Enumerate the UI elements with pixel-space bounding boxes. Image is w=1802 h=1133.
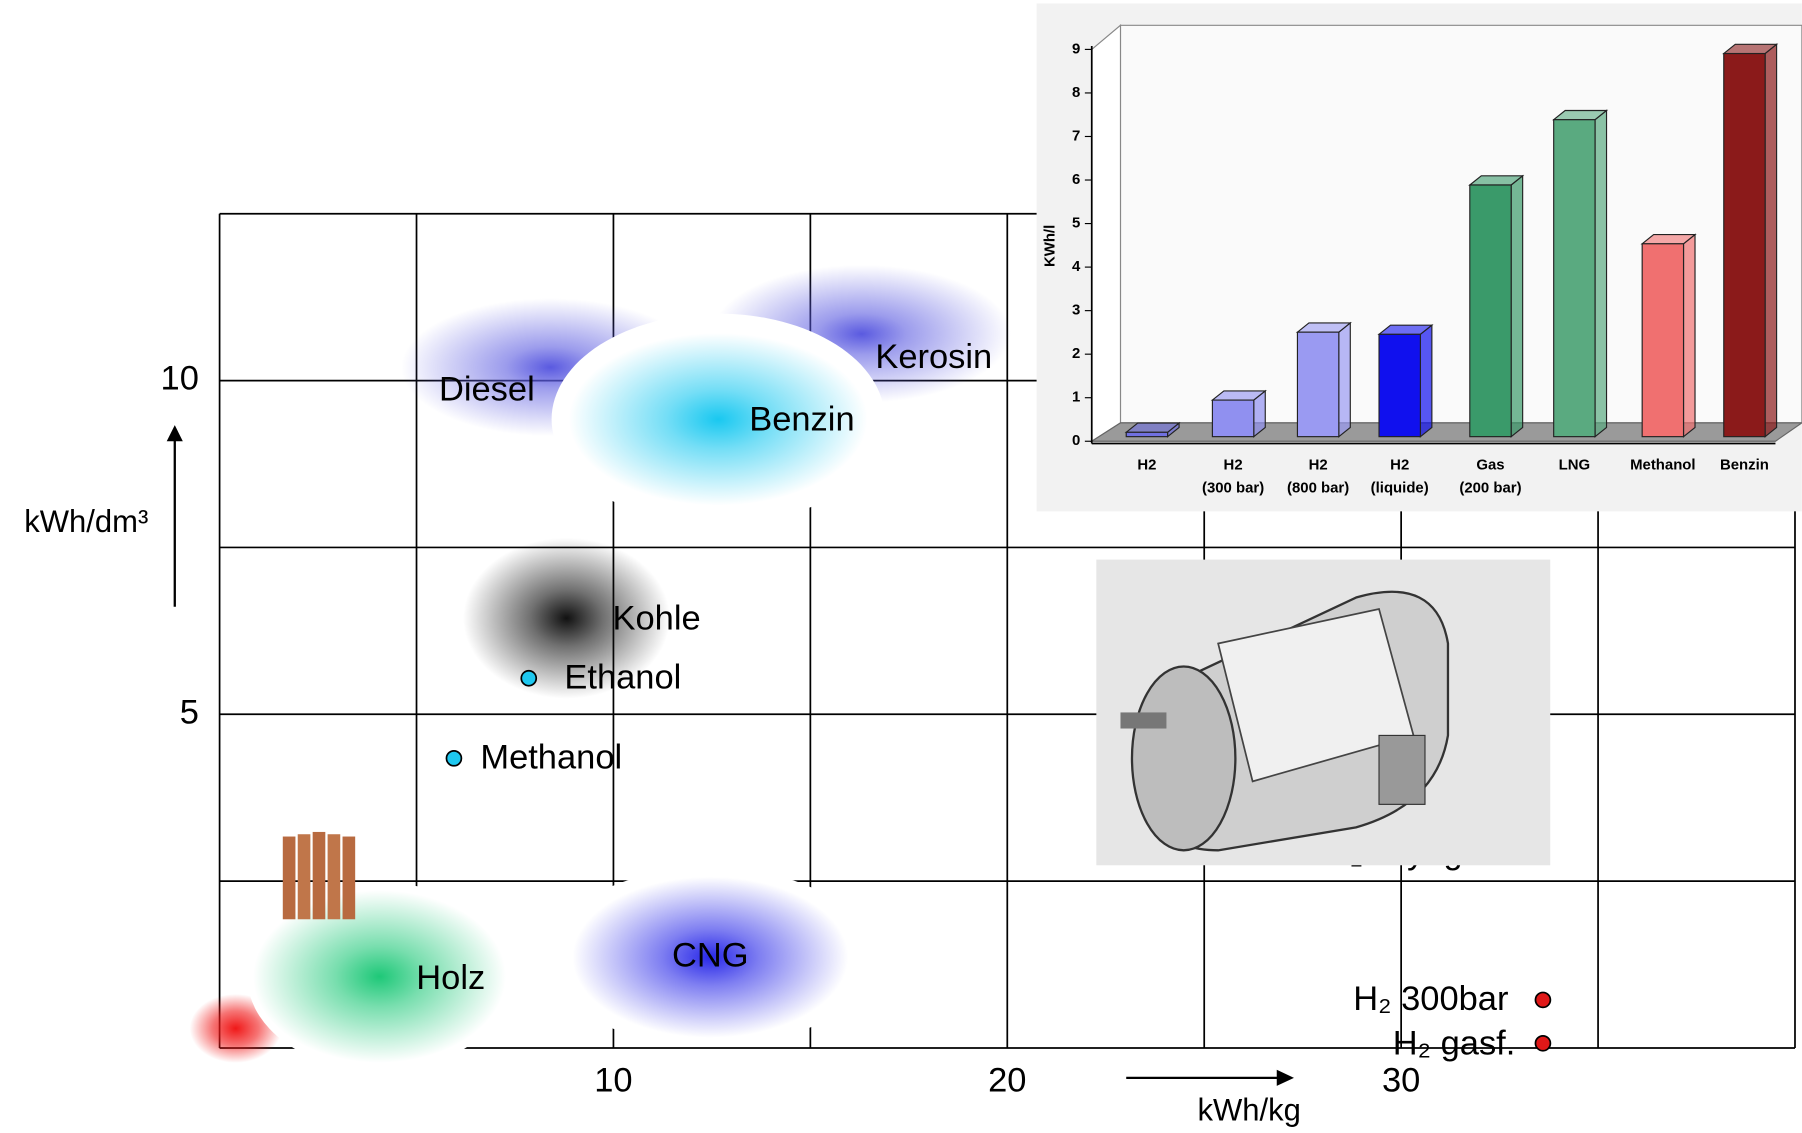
- cylinder: [342, 836, 356, 920]
- x-tick-label: H2: [1137, 456, 1156, 473]
- back-wall: [1119, 24, 1802, 424]
- bar: [1378, 333, 1421, 438]
- cylinder: [297, 834, 311, 920]
- y-tick-label: 8: [1072, 84, 1080, 101]
- blob: [463, 537, 670, 699]
- x-tick-label: 20: [988, 1062, 1026, 1100]
- tank-illustration: [1096, 559, 1551, 866]
- point-label: Holz: [416, 959, 485, 997]
- point: [520, 669, 538, 687]
- blob: [253, 890, 506, 1063]
- x-tick-label: H2: [1390, 456, 1409, 473]
- point-label: H₂ 300bar: [1353, 980, 1508, 1018]
- x-tick-label: (800 bar): [1287, 479, 1349, 496]
- point-label: Diesel: [439, 370, 535, 408]
- bar: [1641, 243, 1685, 438]
- y-tick-label: 5: [180, 693, 199, 731]
- cylinder: [327, 834, 341, 920]
- point-label: Kerosin: [875, 338, 992, 376]
- point-label: Kohle: [613, 600, 701, 638]
- y-tick-label: 3: [1072, 302, 1080, 319]
- point-label: Benzin: [749, 401, 854, 439]
- y-arrow-head: [166, 425, 183, 442]
- bar-side: [1419, 323, 1433, 438]
- bar: [1211, 399, 1255, 438]
- tank-end: [1130, 665, 1237, 852]
- y-tick-label: 0: [1072, 432, 1080, 449]
- blob: [572, 876, 849, 1038]
- cylinder: [312, 831, 326, 920]
- gas-cylinders: [282, 831, 356, 920]
- point: [1534, 1034, 1552, 1052]
- x-tick-label: LNG: [1559, 456, 1591, 473]
- y-tick-label: 6: [1072, 171, 1080, 188]
- point-label: Methanol: [480, 739, 622, 777]
- bar-side: [1338, 321, 1351, 438]
- y-tick-label: 4: [1072, 258, 1081, 275]
- x-tick-label: Methanol: [1630, 456, 1696, 473]
- x-axis-label: kWh/kg: [1197, 1093, 1300, 1128]
- blob: [568, 333, 868, 506]
- x-tick-label: H2: [1309, 456, 1328, 473]
- bar-side: [1764, 43, 1778, 438]
- point: [1534, 991, 1552, 1009]
- bar: [1553, 119, 1596, 438]
- point-label: CNG: [672, 936, 749, 974]
- bar: [1125, 431, 1169, 438]
- point: [445, 749, 463, 767]
- y-tick-label: 1: [1072, 389, 1080, 406]
- y-tick-label: 10: [161, 360, 199, 398]
- x-tick-label: (liquide): [1371, 479, 1429, 496]
- x-tick-label: (200 bar): [1459, 479, 1521, 496]
- y-axis-label: KWh/l: [1041, 225, 1058, 267]
- tank-nozzle: [1120, 712, 1167, 729]
- bar-side: [1682, 233, 1696, 438]
- y-tick-label: 2: [1072, 345, 1080, 362]
- energy-density-chart: 10 20 30510kWh/dm³kWh/kgDieselKerosinBenzi…: [24, 212, 1796, 1128]
- x-tick-label: Benzin: [1720, 456, 1769, 473]
- bar-side: [1594, 109, 1608, 438]
- point-label: Ethanol: [564, 658, 681, 696]
- x-tick-label: 10: [594, 1062, 632, 1100]
- volumetric-bar-chart: 0 1 2 3 4 5 6 7 8 9 KWh/l H2 H2 (300 bar) H2 (800 bar) H…: [1036, 3, 1802, 512]
- y-tick-label: 9: [1072, 40, 1080, 57]
- y-axis-label: kWh/dm³: [24, 504, 148, 539]
- y-tick-label: 7: [1072, 127, 1080, 144]
- bar-side: [1510, 174, 1524, 438]
- side-wall: [1091, 24, 1122, 443]
- x-tick-label: (300 bar): [1202, 479, 1264, 496]
- x-tick-label: Gas: [1476, 456, 1504, 473]
- bar: [1469, 184, 1512, 438]
- x-tick-label: H2: [1224, 456, 1243, 473]
- x-tick-label: 30: [1382, 1062, 1420, 1100]
- point-label: H₂ gasf.: [1393, 1025, 1516, 1063]
- bar: [1296, 331, 1340, 438]
- bar: [1723, 52, 1766, 438]
- y-tick-label: 5: [1072, 214, 1080, 231]
- tank-valve: [1378, 734, 1426, 805]
- cylinder: [282, 836, 296, 920]
- x-arrow-head: [1276, 1069, 1294, 1086]
